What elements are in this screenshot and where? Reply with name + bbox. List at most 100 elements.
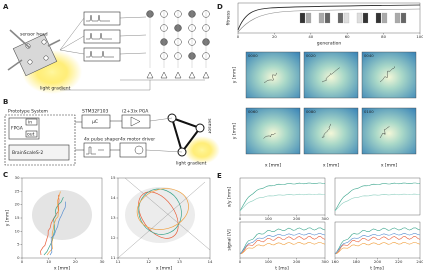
genome-thumbnail [400,12,407,24]
genome-thumbnail [318,12,325,24]
label: 0 [17,255,20,260]
label: y [mm] [232,123,238,140]
label: 0000 [248,53,258,58]
robot-frame [170,116,202,155]
orbit [136,188,189,230]
curve [239,241,326,255]
label: x [mm] [323,163,340,169]
curve [334,233,421,255]
map-trajectory [379,126,390,139]
label: t [ms] [275,266,289,272]
label: 200 [293,259,301,264]
box [8,144,70,161]
fitness-map [303,107,359,155]
genome-thumbnail [305,12,312,24]
label: 14 [111,195,116,200]
label: generation [317,41,342,47]
label: 0060 [248,109,258,114]
curve [239,236,326,255]
box [83,47,121,62]
connector [145,149,183,153]
connector [59,35,85,51]
fitness-map [361,51,417,99]
label: signal [V] [227,229,233,251]
genome-thumbnail [362,12,369,24]
curve [334,182,421,212]
label: 20 [73,259,78,264]
label: 80 [381,34,386,39]
connector [9,29,31,49]
sensor [41,39,47,45]
label: 5 [17,242,20,247]
curve [334,227,421,255]
connector [47,39,61,47]
box [239,221,326,259]
output-neuron [174,71,182,79]
genome-thumbnail [299,12,306,24]
label: 0080 [306,109,316,114]
genome-thumbnail [375,12,382,24]
label: 200 [293,216,301,221]
label: 4x motor driver [120,137,155,143]
box [25,130,38,138]
label: 14 [208,259,213,264]
curve [239,193,326,212]
connector [59,17,85,51]
genome-thumbnail [324,12,331,24]
box [119,142,147,158]
light-glow [184,136,220,164]
label: 13 [177,259,182,264]
label: 0 [239,259,242,264]
label: x [mm] [265,163,282,169]
sensor [43,55,49,61]
label: 0 [239,216,242,221]
amplifier [130,116,141,127]
label: μC [92,119,98,125]
label: 4x pulse shaper [84,137,120,143]
genome-thumbnail [356,12,363,24]
box [83,11,121,26]
label: 12 [146,259,151,264]
output-neuron [188,71,196,79]
connector [59,49,85,55]
curve [334,236,421,255]
label: 13 [111,215,116,220]
motor-symbol [134,145,144,155]
label: 0 [21,259,24,264]
label: 300 [321,259,329,264]
label: (2+3)x PGA [122,109,149,115]
label: 100 [265,259,273,264]
label: 25 [15,188,20,193]
connector [119,52,147,55]
output-neuron [160,71,168,79]
connector [119,34,147,37]
map-trajectory [263,133,276,139]
label: 100 [265,216,273,221]
fitness-best [237,4,421,31]
connector [117,181,206,259]
label: 12 [111,235,116,240]
label: light gradient [40,86,71,92]
label: BrainScaleS-2 [12,150,43,156]
label: 30 [15,175,20,180]
box [8,117,40,140]
box [25,118,38,126]
curve [40,194,60,256]
curve [46,191,61,256]
label: A [3,3,9,11]
curve [334,193,421,212]
label: y [mm] [5,210,11,227]
genome-thumbnail [343,12,350,24]
spike-trace [86,14,110,22]
sensor [27,59,33,65]
label: C [3,171,8,179]
curve [334,241,421,255]
label: 15 [15,215,20,220]
label: 100 [416,34,423,39]
label: D [217,3,223,11]
label: light gradient [176,161,207,167]
curve [239,227,326,255]
label: 20 [272,34,277,39]
output-neuron [146,71,154,79]
